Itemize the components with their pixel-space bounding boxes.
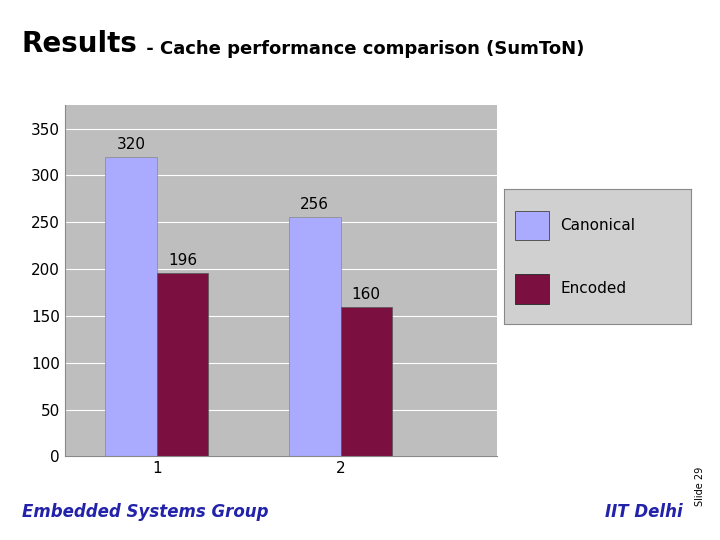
Text: Results: Results xyxy=(22,30,138,58)
FancyBboxPatch shape xyxy=(516,274,549,303)
Text: Canonical: Canonical xyxy=(560,218,635,233)
Text: 196: 196 xyxy=(168,253,197,268)
Text: Slide 29: Slide 29 xyxy=(696,467,705,505)
Bar xyxy=(289,217,341,456)
Text: - Cache performance comparison (SumToN): - Cache performance comparison (SumToN) xyxy=(140,39,585,58)
Text: 256: 256 xyxy=(300,197,329,212)
Text: 320: 320 xyxy=(117,137,145,152)
Bar xyxy=(157,273,208,456)
Text: Encoded: Encoded xyxy=(560,281,626,296)
FancyBboxPatch shape xyxy=(516,211,549,240)
Bar xyxy=(341,307,392,456)
Text: IIT Delhi: IIT Delhi xyxy=(605,503,683,521)
Bar xyxy=(105,157,157,456)
Text: Embedded Systems Group: Embedded Systems Group xyxy=(22,503,268,521)
Text: 160: 160 xyxy=(352,287,381,302)
